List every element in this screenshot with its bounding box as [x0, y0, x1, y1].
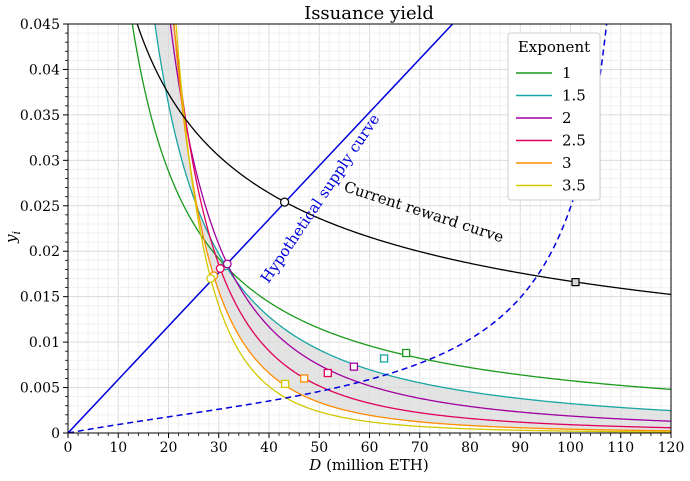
y-tick-label: 0.01 — [29, 335, 60, 351]
marker-supply-exp-3.5 — [206, 274, 216, 283]
y-tick-label: 0.03 — [29, 153, 60, 169]
marker-dashed-exp-1.5 — [379, 354, 389, 363]
y-tick-label: 0.015 — [20, 290, 60, 306]
legend-label: 3.5 — [562, 177, 586, 195]
x-tick-label: 50 — [310, 440, 328, 456]
marker-dashed-exp-2 — [349, 362, 359, 371]
series-line-exp-1.5 — [154, 24, 671, 412]
marker-current-supply — [279, 197, 290, 207]
series-line-exp-2.5 — [173, 24, 671, 429]
y-tick-label: 0.045 — [20, 17, 60, 33]
legend-label: 1.5 — [562, 87, 586, 105]
legend-label: 2 — [562, 109, 572, 127]
series-line-exp-3.5 — [175, 24, 671, 433]
y-tick-label: 0.04 — [29, 62, 60, 78]
legend: Exponent 1 1.5 2 2.5 3 3.5 — [507, 32, 601, 201]
marker-current-dashed — [571, 278, 580, 287]
series-line-exp-2 — [169, 24, 671, 422]
legend-box — [507, 32, 601, 201]
x-tick-label: 120 — [658, 440, 685, 456]
x-tick-label: 20 — [160, 440, 178, 456]
legend-title: Exponent — [518, 38, 590, 56]
marker-supply-exp-2 — [222, 259, 232, 269]
x-tick-label: 110 — [607, 440, 634, 456]
y-tick-label: 0.02 — [29, 244, 60, 260]
legend-label: 3 — [562, 154, 572, 172]
y-tick-label: 0.005 — [20, 381, 60, 397]
marker-dashed-exp-3 — [300, 374, 309, 383]
x-axis-label: D (million ETH) — [308, 456, 428, 474]
x-tick-label: 60 — [361, 440, 379, 456]
y-tick-label: 0 — [51, 426, 60, 442]
x-tick-label: 70 — [411, 440, 429, 456]
x-tick-label: 40 — [260, 440, 278, 456]
x-axis-label-var: D — [308, 456, 321, 474]
dashed-equilibrium-curve — [68, 24, 608, 433]
y-tick-label: 0.025 — [20, 199, 60, 215]
marker-supply-exp-2.5 — [215, 264, 225, 273]
series-line-exp-3 — [173, 24, 671, 432]
x-tick-label: 30 — [210, 440, 228, 456]
marker-dashed-exp-2.5 — [323, 368, 332, 378]
marker-dashed-exp-1 — [402, 348, 411, 358]
marker-dashed-exp-3.5 — [280, 379, 290, 389]
hypothetical-supply-curve — [68, 24, 454, 433]
x-tick-label: 10 — [109, 440, 127, 456]
y-tick-label: 0.035 — [20, 108, 60, 124]
legend-label: 1 — [562, 64, 572, 82]
x-tick-label: 90 — [511, 440, 529, 456]
x-tick-label: 100 — [557, 440, 584, 456]
y-axis-label-sub: i — [10, 231, 23, 235]
series-line-exp-1 — [131, 24, 671, 391]
x-axis-label-unit: (million ETH) — [321, 456, 428, 474]
y-axis-label: yi — [2, 231, 23, 244]
legend-label: 2.5 — [562, 132, 586, 150]
x-tick-label: 0 — [64, 440, 73, 456]
plot-area — [68, 24, 671, 433]
chart-title: Issuance yield — [304, 3, 434, 24]
y-axis-label-var: y — [2, 234, 20, 244]
x-tick-label: 80 — [461, 440, 479, 456]
